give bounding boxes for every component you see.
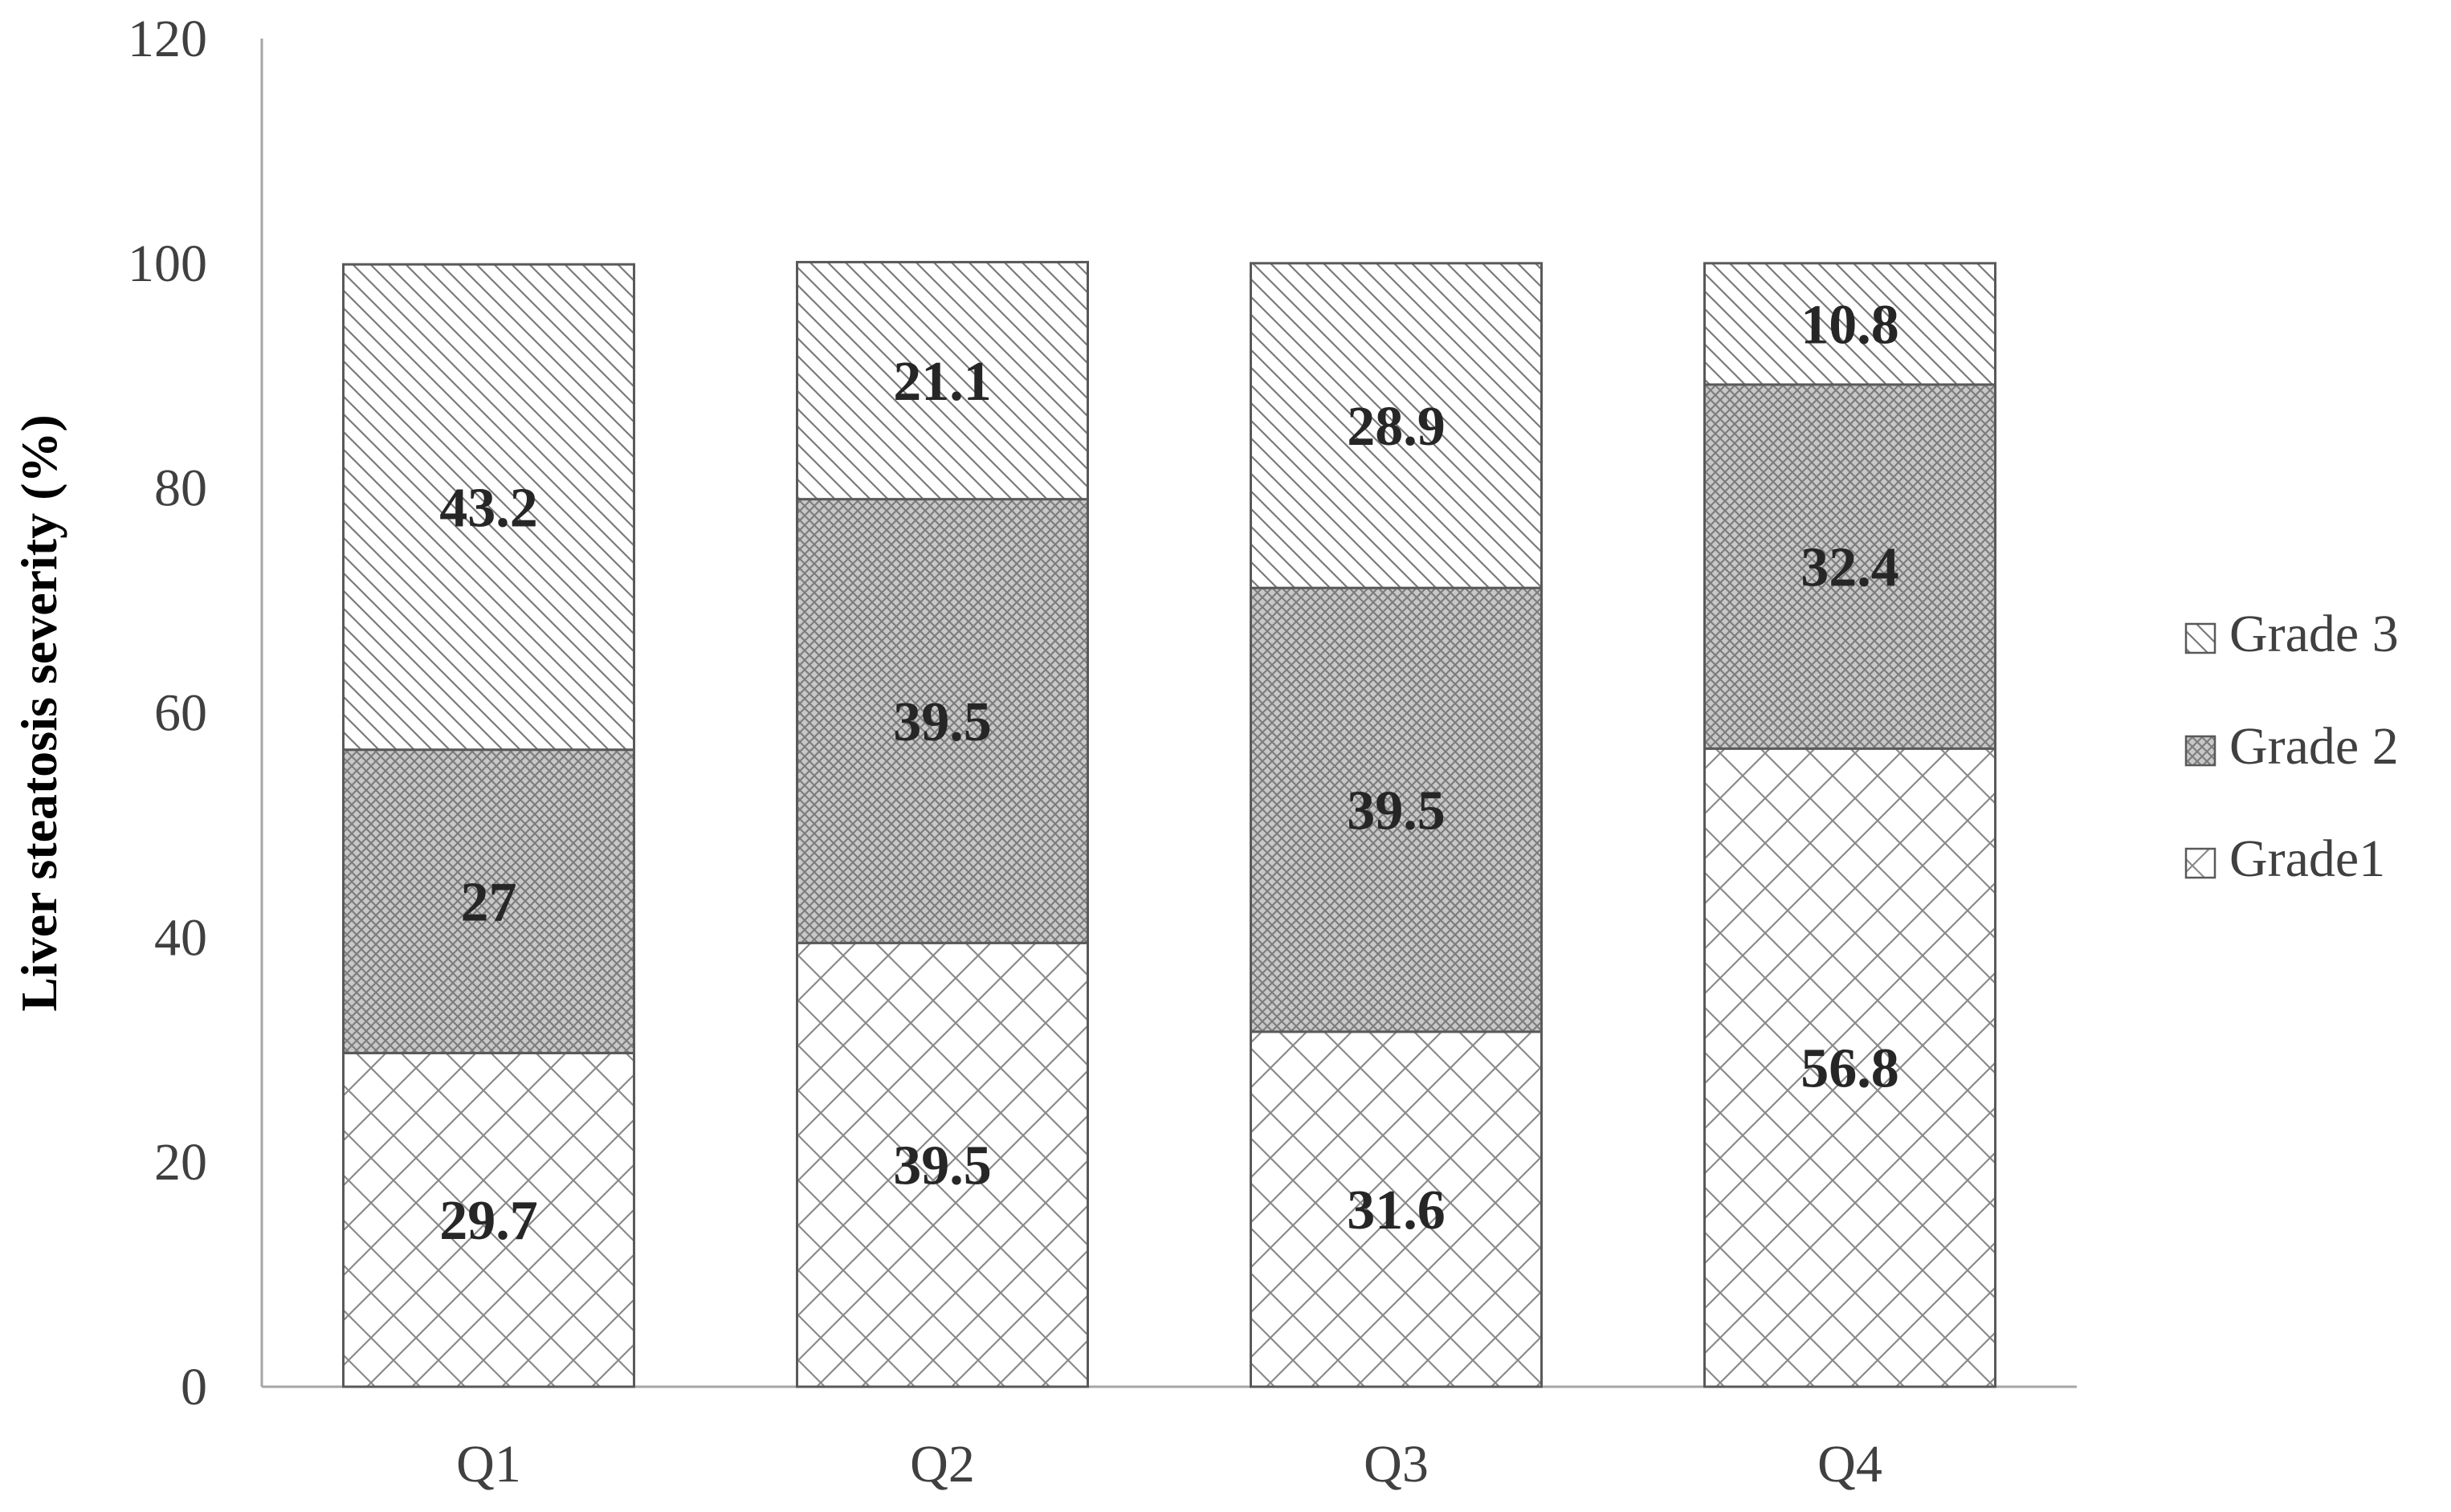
data-labels: 29.7 27 43.2 39.5 39.5 21.1 31.6 39.5 28.9 56.8 32… <box>439 294 1899 1252</box>
data-label: 43.2 <box>439 477 538 539</box>
data-label: 56.8 <box>1801 1038 1899 1100</box>
legend-swatch <box>2184 735 2217 767</box>
y-tick-label: 100 <box>128 234 207 293</box>
bar-segment <box>796 498 1089 944</box>
data-label: 28.9 <box>1347 396 1446 458</box>
bar-segment <box>342 263 635 752</box>
legend-label: Grade 2 <box>2229 717 2399 776</box>
y-axis-title: Liver steatosis severity (%) <box>10 414 67 1012</box>
x-tick-label: Q4 <box>1817 1435 1882 1494</box>
data-label: 39.5 <box>1347 780 1446 842</box>
data-label: 32.4 <box>1801 537 1899 599</box>
x-tick-label: Q1 <box>456 1435 521 1494</box>
legend-swatch <box>2184 847 2217 879</box>
data-label: 21.1 <box>893 351 992 413</box>
y-tick-label: 60 <box>154 684 207 743</box>
data-label: 27 <box>461 872 517 934</box>
bar-segment <box>1703 262 1996 386</box>
x-tick-label: Q2 <box>910 1435 975 1494</box>
y-axis: 0 20 40 60 80 100 120 <box>128 10 263 1416</box>
x-axis: Q1 Q2 Q3 Q4 <box>262 1385 2077 1494</box>
bar-segment <box>796 260 1089 501</box>
bars <box>342 260 1996 1388</box>
bar-segment <box>1250 1030 1543 1388</box>
data-label: 10.8 <box>1801 294 1899 356</box>
data-label: 39.5 <box>893 691 992 753</box>
data-label: 39.5 <box>893 1135 992 1197</box>
x-tick-label: Q3 <box>1364 1435 1429 1494</box>
legend-label: Grade1 <box>2229 829 2385 888</box>
bar-segment <box>1703 383 1996 750</box>
data-label: 29.7 <box>439 1190 538 1252</box>
bar-segment <box>1250 262 1543 589</box>
y-tick-label: 80 <box>154 459 207 518</box>
y-tick-label: 20 <box>154 1133 207 1192</box>
data-label: 31.6 <box>1347 1180 1446 1241</box>
y-tick-label: 0 <box>181 1358 207 1416</box>
legend: Grade 3 Grade 2 Grade1 <box>2184 605 2399 888</box>
bar-segment <box>796 941 1089 1388</box>
legend-swatch <box>2184 622 2217 654</box>
y-tick-label: 120 <box>128 10 207 68</box>
bar-segment <box>1250 586 1543 1033</box>
bar-segment <box>342 1051 635 1388</box>
y-tick-label: 40 <box>154 908 207 967</box>
legend-label: Grade 3 <box>2229 605 2399 663</box>
